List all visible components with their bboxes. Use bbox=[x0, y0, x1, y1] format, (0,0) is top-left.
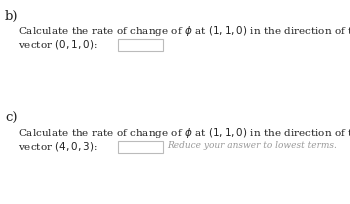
Bar bbox=[118, 141, 163, 153]
Text: b): b) bbox=[5, 10, 19, 23]
Text: Calculate the rate of change of $\phi$ at $(1, 1, 0)$ in the direction of the: Calculate the rate of change of $\phi$ a… bbox=[18, 126, 350, 140]
Bar bbox=[118, 39, 163, 51]
Text: vector $(4, 0, 3)$:: vector $(4, 0, 3)$: bbox=[18, 140, 97, 153]
Text: Reduce your answer to lowest terms.: Reduce your answer to lowest terms. bbox=[167, 141, 337, 150]
Text: Calculate the rate of change of $\phi$ at $(1, 1, 0)$ in the direction of the: Calculate the rate of change of $\phi$ a… bbox=[18, 24, 350, 38]
Text: vector $(0, 1, 0)$:: vector $(0, 1, 0)$: bbox=[18, 38, 97, 51]
Text: c): c) bbox=[5, 112, 18, 125]
